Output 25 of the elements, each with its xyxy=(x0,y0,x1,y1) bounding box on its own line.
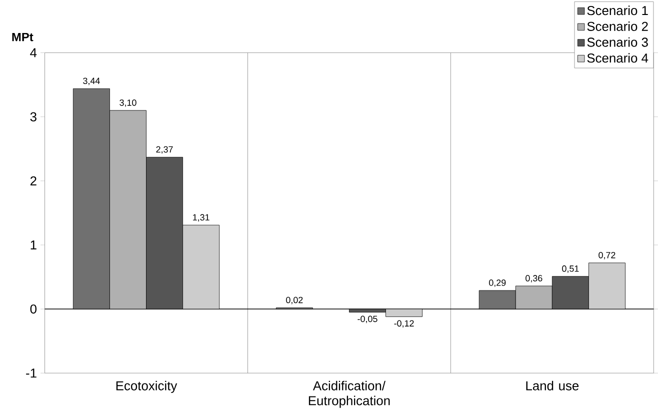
data-label: 3,44 xyxy=(83,78,100,86)
data-label: 3,10 xyxy=(120,100,136,107)
x-tick-label: Land use xyxy=(526,380,579,390)
y-tick-label: 2 xyxy=(30,176,36,186)
legend-label: Scenario 1 xyxy=(587,6,648,16)
legend-label: Scenario 3 xyxy=(587,37,648,47)
y-tick-label: 4 xyxy=(30,48,37,58)
y-axis-title: MPt xyxy=(12,32,34,42)
data-label: -0,12 xyxy=(394,320,414,328)
x-tick-label: Ecotoxicity xyxy=(116,380,178,393)
y-tick-label: 3 xyxy=(30,112,36,122)
data-label: -0,05 xyxy=(358,316,378,324)
data-label: 1,31 xyxy=(193,214,210,222)
data-label: 0,36 xyxy=(526,275,542,282)
legend-label: Scenario 2 xyxy=(587,22,648,32)
data-label: 0,02 xyxy=(286,296,303,304)
legend-label: Scenario 4 xyxy=(587,53,648,63)
data-label: 0,72 xyxy=(598,252,616,260)
data-label: 2,37 xyxy=(156,146,173,154)
y-tick-label: -1 xyxy=(26,368,36,378)
x-tick-label: Acidification/ Eutrophication xyxy=(308,380,390,408)
y-tick-label: 0 xyxy=(30,304,37,314)
data-label: 0,51 xyxy=(562,265,579,273)
y-tick-label: 1 xyxy=(30,240,36,250)
data-label: 0,29 xyxy=(489,280,506,287)
